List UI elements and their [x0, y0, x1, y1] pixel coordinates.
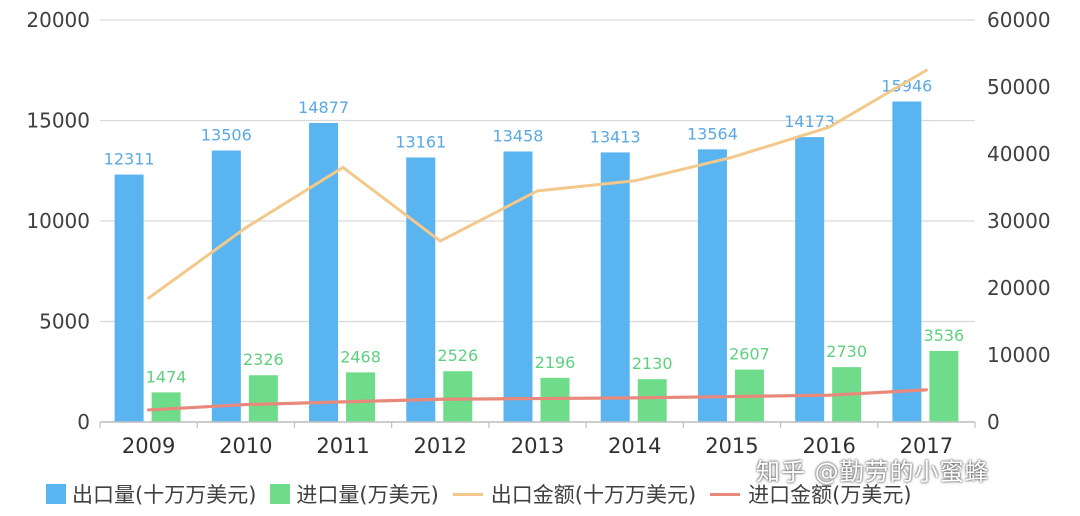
x-axis: 2009 2010 2011 2012 2013 2014 2015 2016 2017: [99, 421, 976, 458]
x-tick-label: 2009: [122, 434, 175, 458]
right-tick-label: 40000: [987, 142, 1051, 166]
x-tick-label: 2010: [219, 434, 272, 458]
legend-swatch: [452, 492, 483, 496]
bar-export-volume: [892, 101, 922, 422]
bar-export-volume: [697, 149, 727, 423]
bar-export-volume: [211, 150, 241, 422]
right-tick-label: 30000: [987, 209, 1051, 233]
data-label-import-volume: 1474: [146, 367, 187, 386]
bar-export-volume: [406, 157, 436, 422]
data-label-export-volume: 13564: [687, 124, 738, 143]
bar-export-volume: [795, 137, 825, 423]
legend-label: 进口金额(万美元): [748, 483, 912, 507]
data-label-export-volume: 13413: [590, 127, 641, 146]
line-export-amount: [147, 68, 928, 300]
line-series: [147, 68, 928, 412]
x-tick-label: 2013: [511, 434, 564, 458]
bar-export-volume: [114, 174, 144, 422]
bar-import-volume: [248, 375, 278, 422]
x-tick-label: 2014: [608, 434, 661, 458]
x-tick-label: 2016: [802, 434, 855, 458]
legend-item-import-volume: 进口量(万美元): [270, 479, 439, 509]
legend: 出口量(十万万美元) 进口量(万美元) 出口金额(十万万美元) 进口金额(万美元…: [0, 476, 1080, 512]
x-tick-label: 2015: [705, 434, 758, 458]
left-tick-label: 10000: [26, 209, 90, 233]
right-tick-label: 10000: [987, 343, 1051, 367]
left-tick-label: 0: [77, 410, 90, 434]
data-label-import-volume: 2607: [729, 345, 770, 364]
data-label-import-volume: 2468: [340, 347, 381, 366]
right-axis-ticks: 0 10000 20000 30000 40000 50000 60000: [987, 8, 1051, 434]
bar-series: 12311 13506 14877 13161 13458 13413 13564 14173…: [104, 76, 965, 423]
bar-export-volume: [503, 151, 533, 422]
data-label-export-volume: 13506: [201, 126, 252, 145]
bar-import-volume: [637, 379, 667, 422]
left-axis-ticks: 0 5000 10000 15000 20000: [26, 8, 90, 434]
watermark: 知乎 @勤劳的小蜜蜂: [756, 458, 990, 486]
legend-item-export-volume: 出口量(十万万美元): [46, 479, 256, 509]
bar-import-volume: [929, 350, 959, 422]
data-label-import-volume: 2730: [826, 342, 867, 361]
right-tick-label: 50000: [987, 75, 1051, 99]
data-label-import-volume: 2326: [243, 350, 284, 369]
legend-label: 出口量(十万万美元): [72, 483, 257, 507]
left-tick-label: 20000: [26, 8, 90, 32]
right-tick-label: 60000: [987, 8, 1051, 32]
bar-export-volume: [309, 122, 339, 423]
legend-swatch: [46, 484, 66, 504]
data-label-import-volume: 2196: [535, 353, 576, 372]
line-import-amount: [147, 388, 928, 412]
x-tick-label: 2012: [414, 434, 467, 458]
data-label-import-volume: 3536: [924, 326, 965, 345]
left-tick-label: 15000: [26, 109, 90, 133]
legend-label: 出口金额(十万万美元): [490, 483, 697, 507]
legend-label: 进口量(万美元): [296, 483, 439, 507]
legend-item-import-amount: 进口金额(万美元): [710, 479, 912, 509]
data-label-export-volume: 12311: [104, 150, 155, 169]
data-label-export-volume: 13161: [395, 132, 446, 151]
bar-import-volume: [346, 372, 376, 422]
left-tick-label: 5000: [39, 310, 90, 334]
bar-export-volume: [600, 152, 630, 423]
legend-swatch: [710, 492, 741, 496]
bar-import-volume: [443, 371, 473, 422]
right-tick-label: 0: [987, 410, 1000, 434]
data-label-import-volume: 2130: [632, 354, 673, 373]
data-label-export-volume: 14173: [784, 112, 835, 131]
x-tick-label: 2011: [316, 434, 369, 458]
data-label-import-volume: 2526: [437, 346, 478, 365]
right-tick-label: 20000: [987, 276, 1051, 300]
legend-swatch: [270, 484, 291, 504]
x-tick-label: 2017: [900, 434, 953, 458]
data-label-export-volume: 14877: [298, 98, 349, 117]
data-label-export-volume: 13458: [493, 126, 544, 145]
legend-item-export-amount: 出口金额(十万万美元): [452, 479, 697, 509]
